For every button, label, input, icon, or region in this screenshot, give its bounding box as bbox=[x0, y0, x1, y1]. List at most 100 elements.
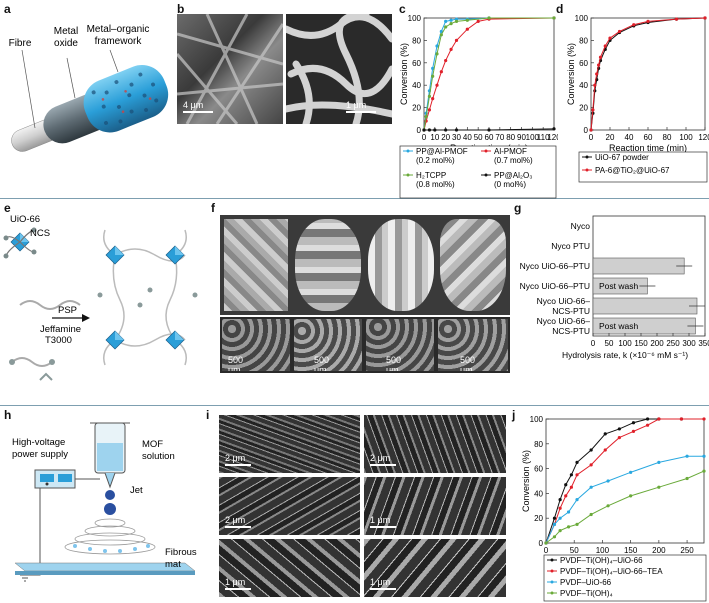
data-point bbox=[629, 494, 633, 498]
legend-box bbox=[543, 554, 707, 602]
data-point bbox=[632, 23, 636, 27]
legend-marker bbox=[484, 173, 488, 177]
sem-image-mof-coating: 1 μm bbox=[286, 14, 392, 124]
legend-label: PVDF–Ti(OH)₄ bbox=[560, 589, 613, 598]
x-tick-label: 80 bbox=[506, 133, 515, 142]
legend-label: PVDF–Ti(OH)₄–UiO-66–TEA bbox=[560, 567, 663, 576]
data-point bbox=[566, 510, 571, 514]
data-point bbox=[431, 97, 435, 101]
x-tick-label: 60 bbox=[644, 133, 653, 142]
data-point bbox=[439, 70, 443, 74]
uio-66-label: UiO-66 bbox=[10, 214, 40, 225]
scale-bar-label: 2 μm bbox=[225, 453, 246, 463]
panel-letter-c: c bbox=[399, 2, 406, 16]
x-tick-label: 50 bbox=[474, 133, 483, 142]
scale-bar: 2 μm bbox=[225, 515, 251, 528]
data-point bbox=[575, 498, 579, 502]
data-point bbox=[449, 18, 453, 22]
x-tick-label: 70 bbox=[495, 133, 504, 142]
x-tick-label: 120 bbox=[547, 133, 558, 142]
y-tick-label: 20 bbox=[534, 514, 543, 523]
data-point bbox=[589, 448, 593, 452]
x-tick-label: 100 bbox=[596, 546, 610, 555]
plot-frame bbox=[592, 215, 706, 337]
x-tick-label: 20 bbox=[606, 133, 615, 142]
data-point bbox=[454, 128, 459, 132]
data-point bbox=[566, 525, 571, 529]
mof-label-2: framework bbox=[95, 36, 143, 47]
chart-d: 020406080100120020406080100Reaction time… bbox=[566, 14, 709, 183]
y-tick-label: 0 bbox=[417, 126, 422, 135]
y-tick-label: 0 bbox=[584, 126, 589, 135]
series-line bbox=[423, 17, 554, 131]
data-point bbox=[449, 47, 453, 51]
data-point bbox=[631, 429, 636, 433]
data-point bbox=[703, 16, 707, 20]
data-point bbox=[657, 460, 661, 464]
y-axis-label: Conversion (%) bbox=[566, 43, 576, 105]
data-point bbox=[606, 479, 610, 483]
scale-bar: 500 μm bbox=[228, 355, 258, 371]
series-line bbox=[590, 17, 706, 131]
fabric-sem: 500 μm bbox=[366, 319, 434, 371]
data-point bbox=[603, 44, 607, 48]
electrospinning-schematic: High-voltage power supply MOF solution J… bbox=[12, 422, 197, 582]
scale-bar-label: 1 μm bbox=[370, 577, 391, 587]
y-tick-label: 40 bbox=[579, 81, 588, 90]
series-line bbox=[545, 418, 704, 544]
scale-bar-label: 500 μm bbox=[386, 355, 402, 371]
legend-note: (0.7 mol%) bbox=[494, 156, 533, 165]
data-point bbox=[679, 417, 684, 421]
fibrous-mat-label-1: Fibrous bbox=[165, 547, 197, 558]
data-point bbox=[598, 55, 603, 59]
fibre-sem: 1 μm bbox=[364, 539, 506, 597]
fibre-sem: 2 μm bbox=[364, 415, 506, 473]
data-point bbox=[544, 541, 548, 545]
fabric-photographs bbox=[220, 215, 510, 315]
scale-bar: 2 μm bbox=[370, 453, 396, 466]
panel-letter-b: b bbox=[177, 2, 185, 16]
data-point bbox=[427, 108, 432, 112]
data-point bbox=[435, 83, 439, 87]
scale-bar: 500 μm bbox=[314, 355, 344, 371]
data-point bbox=[439, 29, 443, 34]
legend-label: H₂TCPP bbox=[416, 171, 446, 180]
mof-label-1: Metal–organic bbox=[87, 24, 150, 35]
data-point bbox=[591, 108, 595, 112]
x-tick-label: 20 bbox=[441, 133, 450, 142]
data-point bbox=[454, 38, 459, 42]
scale-bar-label: 2 μm bbox=[225, 515, 246, 525]
data-point bbox=[702, 454, 706, 458]
data-point bbox=[564, 494, 568, 498]
bar-label: Post wash bbox=[599, 321, 638, 331]
data-point bbox=[558, 516, 562, 520]
data-point bbox=[595, 72, 599, 76]
jet-label: Jet bbox=[130, 485, 143, 496]
y-tick-label: 60 bbox=[534, 465, 543, 474]
x-tick-label: 40 bbox=[463, 133, 472, 142]
y-tick-label: 80 bbox=[579, 36, 588, 45]
data-point bbox=[597, 63, 601, 67]
data-point bbox=[465, 27, 469, 31]
panel-letter-a: a bbox=[4, 2, 11, 16]
x-tick-label: 110 bbox=[537, 133, 550, 142]
data-point bbox=[702, 417, 706, 421]
x-tick-label: 100 bbox=[618, 339, 632, 348]
category-label: Nyco PTU bbox=[551, 241, 590, 251]
data-point bbox=[606, 504, 610, 508]
data-point bbox=[558, 498, 562, 502]
data-point bbox=[569, 473, 573, 477]
x-axis-label: Hydrolysis rate, k (×10⁻⁶ mM s⁻¹) bbox=[562, 350, 688, 360]
legend-box bbox=[578, 151, 708, 183]
x-tick-label: 50 bbox=[570, 546, 579, 555]
legend-marker bbox=[550, 591, 554, 595]
category-label: Nyco UiO-66–PTU bbox=[520, 281, 590, 291]
data-point bbox=[617, 427, 621, 431]
scale-bar-label: 4 μm bbox=[183, 100, 204, 110]
x-tick-label: 0 bbox=[422, 133, 427, 142]
series-line bbox=[590, 17, 706, 131]
plot-frame bbox=[590, 17, 706, 131]
scale-bar-label: 1 μm bbox=[225, 577, 246, 587]
data-point bbox=[564, 483, 568, 487]
